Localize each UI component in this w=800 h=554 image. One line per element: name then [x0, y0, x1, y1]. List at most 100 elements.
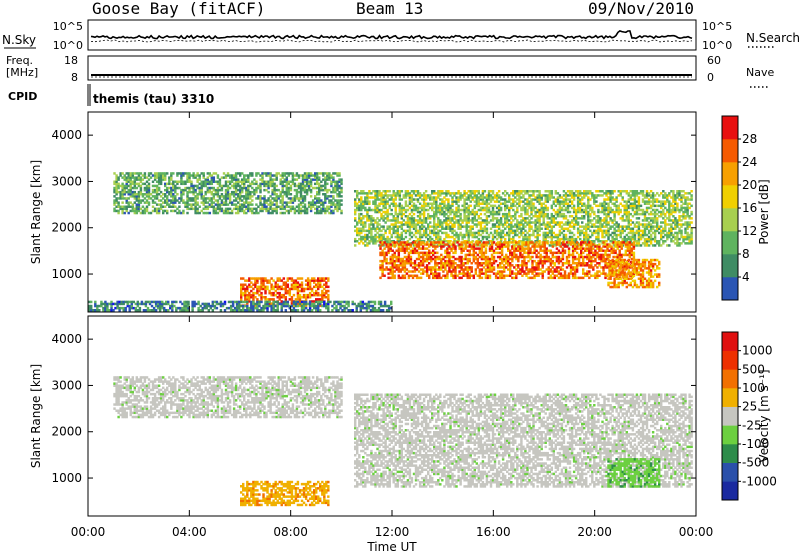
- scatter-cell: [379, 251, 382, 255]
- scatter-cell: [394, 210, 397, 214]
- scatter-cell: [261, 207, 264, 211]
- scatter-cell: [232, 176, 236, 179]
- scatter-cell: [481, 190, 485, 193]
- scatter-cell: [653, 231, 657, 235]
- scatter-cell: [248, 279, 251, 282]
- scatter-cell: [635, 225, 639, 228]
- scatter-cell: [298, 289, 302, 293]
- scatter-cell: [666, 244, 669, 247]
- scatter-cell: [591, 225, 594, 228]
- scatter-cell: [536, 196, 539, 199]
- scatter-cell: [532, 190, 535, 193]
- scatter-cell: [526, 208, 529, 212]
- scatter-cell: [656, 217, 659, 220]
- scatter-cell: [397, 257, 401, 261]
- scatter-cell: [188, 180, 191, 183]
- scatter-cell: [546, 217, 549, 220]
- scatter-cell: [194, 201, 197, 204]
- scatter-cell: [354, 240, 357, 243]
- scatter-cell: [356, 233, 359, 237]
- scatter-cell: [198, 174, 201, 177]
- scatter-cell: [139, 176, 143, 179]
- scatter-cell: [314, 172, 317, 175]
- scatter-cell: [483, 225, 487, 228]
- scatter-cell: [574, 194, 578, 197]
- scatter-cell: [558, 221, 562, 224]
- scatter-cell: [222, 211, 226, 215]
- scatter-cell: [241, 180, 244, 183]
- scatter-cell: [402, 229, 406, 233]
- scatter-cell: [374, 240, 377, 243]
- scatter-cell: [286, 285, 290, 289]
- scatter-cell: [629, 190, 633, 193]
- scatter-cell: [196, 186, 199, 190]
- scatter-cell: [407, 251, 411, 255]
- scatter-cell: [546, 231, 549, 235]
- scatter-cell: [664, 225, 667, 228]
- scatter-cell: [512, 194, 515, 197]
- scatter-cell: [497, 204, 501, 208]
- scatter-cell: [431, 204, 434, 208]
- scatter-cell: [412, 190, 416, 193]
- scatter-cell: [457, 221, 460, 224]
- scatter-cell: [125, 205, 128, 208]
- scatter-cell: [391, 262, 394, 265]
- scatter-cell: [434, 264, 437, 267]
- scatter-cell: [589, 208, 592, 212]
- scatter-cell: [605, 223, 608, 226]
- scatter-cell: [286, 291, 290, 295]
- scatter-cell: [117, 197, 120, 200]
- scatter-cell: [581, 198, 584, 201]
- scatter-cell: [298, 285, 302, 289]
- scatter-cell: [311, 205, 315, 208]
- scatter-cell: [121, 211, 124, 215]
- scatter-cell: [587, 210, 590, 214]
- scatter-cell: [374, 194, 377, 197]
- scatter-cell: [550, 221, 554, 224]
- scatter-cell: [550, 235, 554, 239]
- scatter-cell: [536, 233, 539, 237]
- scatter-cell: [241, 172, 244, 175]
- scatter-cell: [376, 210, 379, 214]
- scatter-cell: [438, 274, 441, 277]
- scatter-cell: [410, 210, 414, 214]
- scatter-cell: [560, 237, 564, 241]
- scatter-cell: [581, 196, 584, 199]
- scatter-cell: [552, 221, 556, 224]
- scatter-cell: [206, 207, 210, 211]
- scatter-cell: [534, 229, 537, 233]
- scatter-cell: [587, 204, 590, 208]
- scatter-cell: [617, 204, 620, 208]
- scatter-cell: [552, 219, 556, 222]
- scatter-cell: [241, 203, 244, 206]
- scatter-cell: [418, 227, 422, 230]
- scatter-cell: [241, 207, 244, 211]
- scatter-cell: [678, 242, 681, 245]
- scatter-cell: [285, 184, 289, 188]
- scatter-cell: [534, 196, 537, 199]
- scatter-cell: [546, 225, 549, 228]
- scatter-cell: [398, 198, 402, 201]
- scatter-cell: [254, 304, 257, 307]
- scatter-cell: [289, 184, 293, 188]
- scatter-cell: [281, 188, 284, 192]
- scatter-cell: [680, 206, 683, 210]
- scatter-cell: [208, 186, 212, 190]
- scatter-cell: [451, 229, 454, 233]
- scatter-cell: [688, 240, 691, 243]
- scatter-cell: [241, 188, 244, 192]
- scatter-cell: [271, 201, 274, 204]
- scatter-cell: [320, 180, 323, 183]
- scatter-cell: [467, 190, 470, 193]
- scatter-cell: [605, 198, 608, 201]
- scatter-cell: [425, 259, 429, 263]
- scatter-cell: [234, 207, 238, 211]
- scatter-cell: [465, 219, 468, 222]
- scatter-cell: [244, 296, 247, 299]
- scatter-cell: [113, 201, 116, 204]
- scatter-cell: [305, 180, 309, 183]
- scatter-cell: [270, 287, 273, 291]
- scatter-cell: [276, 283, 279, 286]
- scatter-cell: [145, 205, 149, 208]
- scatter-cell: [465, 227, 468, 230]
